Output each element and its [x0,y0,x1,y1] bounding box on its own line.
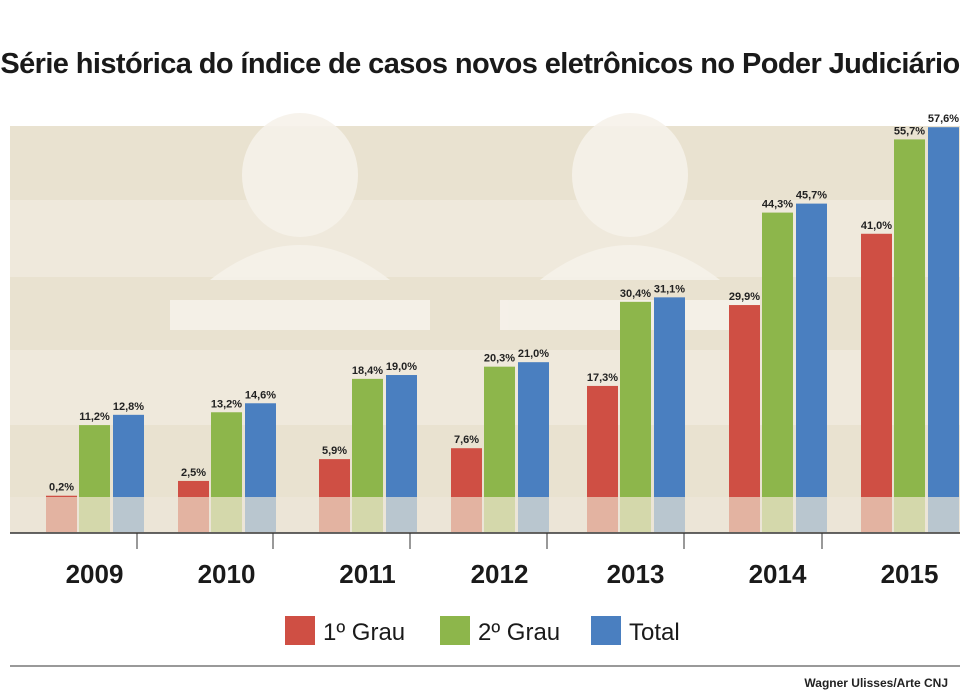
data-label: 5,9% [322,445,347,457]
bar-2015-1 [894,139,925,497]
data-label: 57,6% [928,113,959,125]
bar-base-2012-0 [451,497,482,532]
x-tick-label: 2014 [749,559,807,589]
data-label: 17,3% [587,372,618,384]
legend-swatch [591,616,621,645]
bar-2013-0 [587,385,618,497]
bar-base-2015-1 [894,497,925,532]
data-label: 45,7% [796,190,827,202]
x-tick-label: 2010 [198,559,256,589]
data-label: 29,9% [729,291,760,303]
x-tick-label: 2012 [471,559,529,589]
data-label: 55,7% [894,125,925,137]
bar-2012-2 [518,362,549,497]
bars-group: 0,2% 11,2%12,8% 2,5% 13,2%14,6% 5,9% 18,4% 19,… [46,113,959,532]
bar-base-2012-2 [518,497,549,532]
bar-2014-1 [762,212,793,497]
legend-swatch [285,616,315,645]
bar-2013-1 [620,301,651,497]
bar-2009-2 [113,414,144,497]
x-tick-label: 2015 [881,559,939,589]
bar-base-2011-0 [319,497,350,532]
bar-2010-0 [178,480,209,497]
data-label: 20,3% [484,353,515,365]
bar-base-2013-2 [654,497,685,532]
bar-2009-0 [46,495,77,497]
bar-2010-2 [245,403,276,497]
legend-label: Total [629,619,680,646]
bar-base-2015-2 [928,497,959,532]
legend-label: 1º Grau [323,619,405,646]
credit-text: Wagner Ulisses/Arte CNJ [804,676,948,690]
bar-2015-2 [928,127,959,497]
bar-2014-0 [729,305,760,497]
x-tick-label: 2011 [339,559,395,589]
legend-item-1: 2º Grau [440,616,560,646]
bar-2012-0 [451,448,482,497]
bg-band [10,126,960,200]
bar-base-2009-1 [79,497,110,532]
bar-base-2014-0 [729,497,760,532]
bar-2011-1 [352,378,383,497]
bar-base-2012-1 [484,497,515,532]
bar-base-2010-2 [245,497,276,532]
bar-base-2014-1 [762,497,793,532]
bar-2009-1 [79,425,110,497]
data-label: 0,2% [49,482,74,494]
legend-item-0: 1º Grau [285,616,405,646]
data-label: 21,0% [518,348,549,360]
data-label: 14,6% [245,389,276,401]
data-label: 19,0% [386,361,417,373]
judge-silhouette-icon [170,113,430,330]
bar-base-2010-1 [211,497,242,532]
bar-2011-2 [386,375,417,497]
bar-2013-2 [654,297,685,497]
bar-2010-1 [211,412,242,497]
legend-item-2: Total [591,616,680,646]
bar-base-2009-0 [46,497,77,532]
data-label: 41,0% [861,220,892,232]
bar-base-2011-2 [386,497,417,532]
x-axis: 2009 2010 2011 2012 2013 2014 2015 [10,532,960,589]
bar-base-2015-0 [861,497,892,532]
bar-2015-0 [861,233,892,497]
x-tick-label: 2013 [607,559,665,589]
data-label: 12,8% [113,401,144,413]
x-tick-label: 2009 [66,559,124,589]
data-label: 11,2% [79,411,110,423]
bar-base-2013-0 [587,497,618,532]
bar-2014-2 [796,203,827,497]
bar-2012-1 [484,366,515,497]
bar-base-2009-2 [113,497,144,532]
bar-2011-0 [319,459,350,497]
data-label: 44,3% [762,199,793,211]
bar-base-2014-2 [796,497,827,532]
bar-base-2010-0 [178,497,209,532]
data-label: 18,4% [352,365,383,377]
data-label: 30,4% [620,288,651,300]
data-label: 7,6% [454,434,479,446]
legend-swatch [440,616,470,645]
legend-label: 2º Grau [478,619,560,646]
bar-base-2013-1 [620,497,651,532]
data-label: 13,2% [211,398,242,410]
chart-title: Série histórica do índice de casos novos… [0,48,960,80]
legend: 1º Grau 2º Grau Total [10,616,960,667]
data-label: 2,5% [181,467,206,479]
data-label: 31,1% [654,283,685,295]
bar-base-2011-1 [352,497,383,532]
